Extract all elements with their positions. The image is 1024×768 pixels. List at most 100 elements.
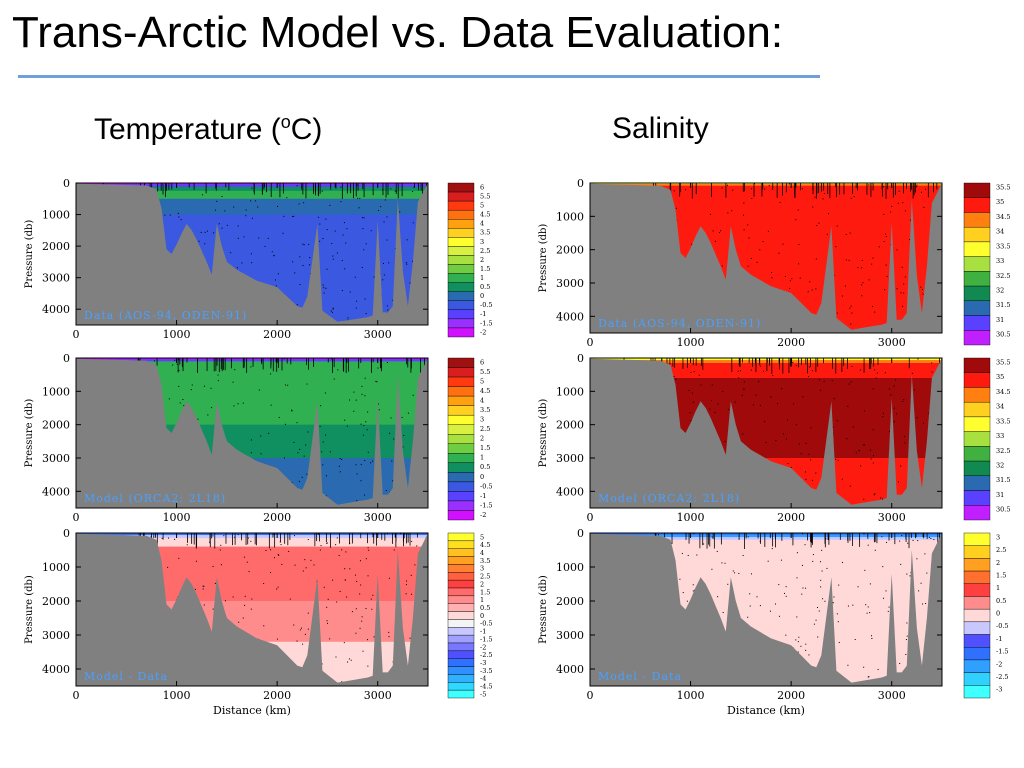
station-dot <box>851 312 853 314</box>
colorbar-label: 2 <box>480 435 484 443</box>
colorbar-label: -2 <box>480 511 486 519</box>
colorbar-label: 30.5 <box>996 331 1010 339</box>
station-dot <box>180 219 182 221</box>
station-dot <box>743 381 745 383</box>
station-dot <box>881 498 883 500</box>
station-dot <box>237 237 239 239</box>
station-dot <box>815 472 817 474</box>
colorbar-label: -2 <box>996 660 1002 668</box>
station-dot <box>824 600 826 602</box>
colorbar-label: 3 <box>480 416 484 424</box>
station-dot <box>872 455 874 457</box>
seafloor <box>590 183 942 333</box>
colorbar-swatch <box>963 545 991 559</box>
station-dot <box>861 267 863 269</box>
station-dot <box>916 186 918 188</box>
station-dot <box>811 370 813 372</box>
station-dot <box>816 225 818 227</box>
station-dot <box>742 555 744 557</box>
station-dot <box>177 212 179 214</box>
station-dot <box>742 214 744 216</box>
colorbar-label: 4.5 <box>480 541 490 549</box>
station-dot <box>410 574 412 576</box>
station-dot <box>353 410 355 412</box>
station-dot <box>759 404 761 406</box>
station-dot <box>326 268 328 270</box>
station-dot <box>851 365 853 367</box>
panel-area <box>76 533 428 686</box>
colorbar-label: 1.5 <box>480 588 490 596</box>
station-dot <box>693 533 695 535</box>
station-dot <box>319 425 321 427</box>
station-dot <box>727 583 729 585</box>
station-dot <box>325 434 327 436</box>
station-dot <box>169 214 171 216</box>
station-dot <box>348 658 350 660</box>
station-dot <box>237 534 239 536</box>
station-dot <box>304 633 306 635</box>
station-dot <box>698 374 700 376</box>
colorbar-label: -0.5 <box>480 301 493 309</box>
colorbar-swatch <box>447 367 475 378</box>
station-dot <box>874 549 876 551</box>
station-dot <box>386 362 388 364</box>
station-dot <box>920 582 922 584</box>
x-tick-label: 1000 <box>677 689 705 702</box>
temperature-heading: Temperature (oC) <box>94 112 322 147</box>
station-dot <box>711 568 713 570</box>
station-dot <box>282 232 284 234</box>
station-dot <box>917 358 919 360</box>
station-dot <box>861 284 863 286</box>
station-dot <box>302 570 304 572</box>
station-dot <box>332 258 334 260</box>
station-dot <box>168 398 170 400</box>
colorbar-swatch <box>447 405 475 416</box>
station-dot <box>183 405 185 407</box>
colorbar-swatch <box>963 685 991 699</box>
x-tick-label: 3000 <box>878 336 906 349</box>
colorbar-label: 3.5 <box>480 229 490 237</box>
station-dot <box>931 371 933 373</box>
station-dot <box>289 598 291 600</box>
station-dot <box>308 243 310 245</box>
station-dot <box>168 537 170 539</box>
station-dot <box>902 202 904 204</box>
station-dot <box>852 604 854 606</box>
station-dot <box>356 580 358 582</box>
station-dot <box>233 405 235 407</box>
colorbar-label: -1.5 <box>480 319 493 327</box>
station-dot <box>882 412 884 414</box>
station-dot <box>332 308 334 310</box>
station-dot <box>286 197 288 199</box>
station-dot <box>178 385 180 387</box>
station-dot <box>411 540 413 542</box>
station-dot <box>321 451 323 453</box>
colorbar-label: 4 <box>480 397 484 405</box>
colorbar-label: 4.5 <box>480 387 490 395</box>
colorbar-label: 1.5 <box>480 265 490 273</box>
station-dot <box>355 464 357 466</box>
station-dot <box>277 273 279 275</box>
station-dot <box>294 564 296 566</box>
colorbar-swatch <box>447 472 475 483</box>
station-dot <box>692 584 694 586</box>
station-dot <box>310 559 312 561</box>
station-dot <box>264 245 266 247</box>
station-dot <box>291 410 293 412</box>
colorbar-label: 2 <box>480 256 484 264</box>
station-dot <box>846 438 848 440</box>
station-dot <box>841 478 843 480</box>
colorbar-label: 1.5 <box>996 571 1006 579</box>
colorbar-label: 0.5 <box>996 597 1006 605</box>
station-dot <box>762 241 764 243</box>
ocean-layer <box>590 360 942 364</box>
plot-frame <box>589 532 943 687</box>
station-dot <box>884 372 886 374</box>
station-dot <box>250 253 252 255</box>
station-dot <box>276 638 278 640</box>
station-dot <box>402 446 404 448</box>
station-dot <box>362 434 364 436</box>
station-dot <box>897 202 899 204</box>
colorbar-swatch <box>447 595 475 604</box>
x-tick-label: 3000 <box>364 689 392 702</box>
